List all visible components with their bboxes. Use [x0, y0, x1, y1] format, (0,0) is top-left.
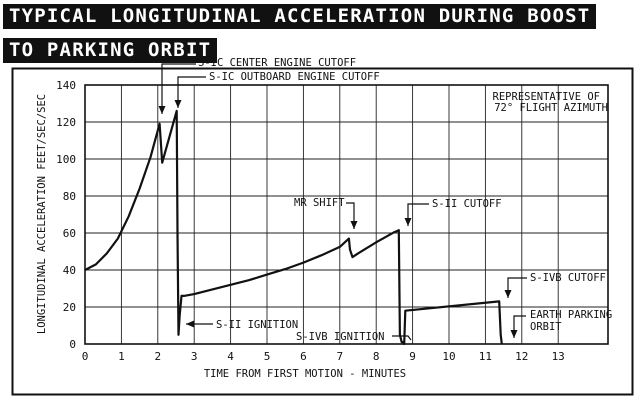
x-tick-label: 2	[154, 350, 161, 363]
x-tick-label: 5	[264, 350, 271, 363]
annotation-arrowhead	[510, 330, 518, 338]
figure-border	[11, 67, 634, 396]
x-tick-label: 11	[479, 350, 492, 363]
x-tick-label: 12	[515, 350, 528, 363]
annotation-arrowhead	[504, 290, 512, 298]
annotation-leader	[177, 76, 206, 108]
y-tick-label: 120	[56, 116, 76, 129]
annotation-label: S-II CUTOFF	[432, 198, 502, 210]
plot-border	[84, 84, 609, 345]
annotation-label: ORBIT	[530, 321, 562, 333]
y-tick-label: 100	[56, 153, 76, 166]
x-tick-label: 13	[552, 350, 565, 363]
y-tick-label: 20	[63, 301, 76, 314]
annotation-arrowhead	[158, 106, 166, 114]
chart-title-line-1: TYPICAL LONGITUDINAL ACCELERATION DURING…	[3, 4, 597, 29]
annotation-leader	[407, 203, 429, 226]
annotation-arrowhead	[350, 221, 358, 229]
x-axis-label: TIME FROM FIRST MOTION - MINUTES	[204, 368, 406, 380]
x-tick-label: 9	[409, 350, 416, 363]
x-tick-label: 3	[191, 350, 198, 363]
annotation-leader	[507, 277, 527, 298]
annotation-label: S-IC CENTER ENGINE CUTOFF	[198, 57, 356, 69]
azimuth-note-line-1: REPRESENTATIVE OF	[493, 91, 600, 103]
x-tick-label: 4	[227, 350, 234, 363]
y-tick-label: 40	[63, 264, 76, 277]
annotation-label: S-IVB CUTOFF	[530, 272, 606, 284]
annotation-label: S-IVB IGNITION	[296, 331, 385, 343]
annotation-arrowhead	[174, 100, 182, 108]
x-tick-label: 0	[82, 350, 89, 363]
annotation-leader	[161, 63, 196, 114]
x-tick-label: 8	[373, 350, 380, 363]
annotation-label: MR SHIFT	[294, 197, 345, 209]
annotation-leader	[513, 315, 526, 338]
y-tick-label: 0	[69, 338, 76, 351]
x-tick-label: 7	[336, 350, 343, 363]
annotation-leader	[346, 202, 355, 229]
x-tick-label: 1	[118, 350, 125, 363]
azimuth-note-line-2: 72° FLIGHT AZIMUTH	[494, 102, 608, 114]
x-tick-label: 6	[300, 350, 307, 363]
annotation-label: EARTH PARKING	[530, 309, 612, 321]
annotation-label: S-II IGNITION	[216, 319, 298, 331]
annotation-label: S-IC OUTBOARD ENGINE CUTOFF	[209, 71, 380, 83]
y-tick-label: 60	[63, 227, 76, 240]
acceleration-line	[84, 109, 503, 346]
y-axis-label: LONGITUDINAL ACCELERATION FEET/SEC/SEC	[36, 94, 48, 334]
annotation-leader	[392, 335, 412, 341]
y-tick-label: 140	[56, 79, 76, 92]
x-tick-label: 10	[442, 350, 455, 363]
chart-title-line-2: TO PARKING ORBIT	[3, 38, 218, 63]
y-tick-label: 80	[63, 190, 76, 203]
annotation-arrowhead	[186, 320, 194, 328]
annotation-arrowhead	[404, 218, 412, 226]
